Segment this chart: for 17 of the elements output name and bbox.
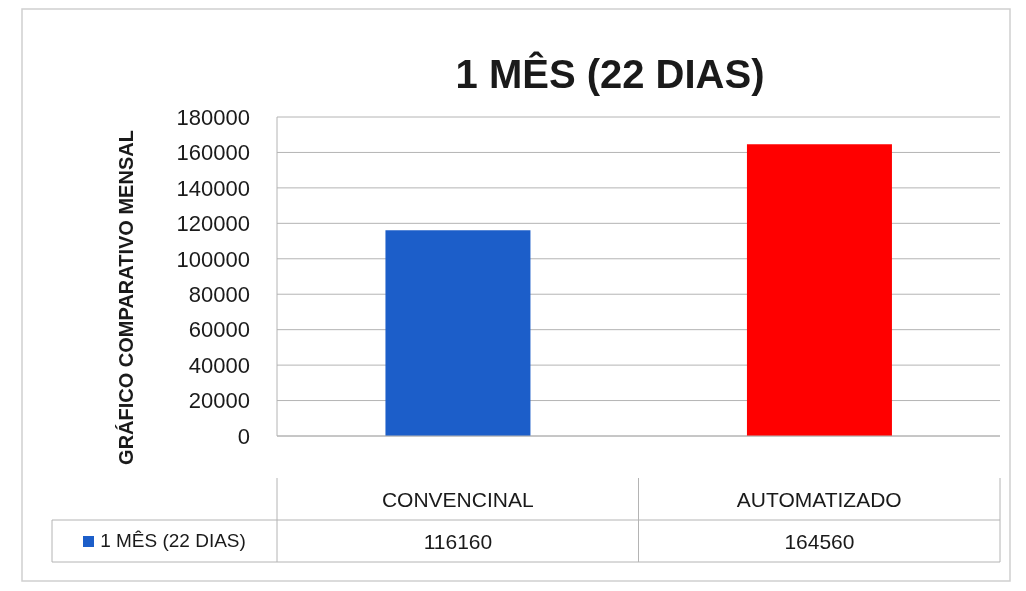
y-tick-label: 140000 xyxy=(176,175,250,201)
y-tick-label: 160000 xyxy=(176,140,250,166)
y-tick-label: 80000 xyxy=(188,282,250,308)
y-tick-label: 60000 xyxy=(188,317,250,343)
y-tick-label: 180000 xyxy=(176,104,250,130)
data-label: 164560 xyxy=(784,529,855,553)
y-tick-label: 40000 xyxy=(188,352,250,378)
legend-label: 1 MÊS (22 DIAS) xyxy=(100,530,246,552)
y-tick-label: 120000 xyxy=(176,211,250,237)
y-tick-label: 20000 xyxy=(188,388,250,414)
x-tick-label: AUTOMATIZADO xyxy=(736,487,902,511)
chart-title: 1 MÊS (22 DIAS) xyxy=(455,51,765,96)
x-tick-label: CONVENCINAL xyxy=(381,487,534,511)
y-tick-label: 100000 xyxy=(176,246,250,272)
y-axis-title: GRÁFICO COMPARATIVO MENSAL xyxy=(115,130,137,465)
data-label: 116160 xyxy=(423,529,493,553)
y-tick-label: 0 xyxy=(237,423,250,449)
